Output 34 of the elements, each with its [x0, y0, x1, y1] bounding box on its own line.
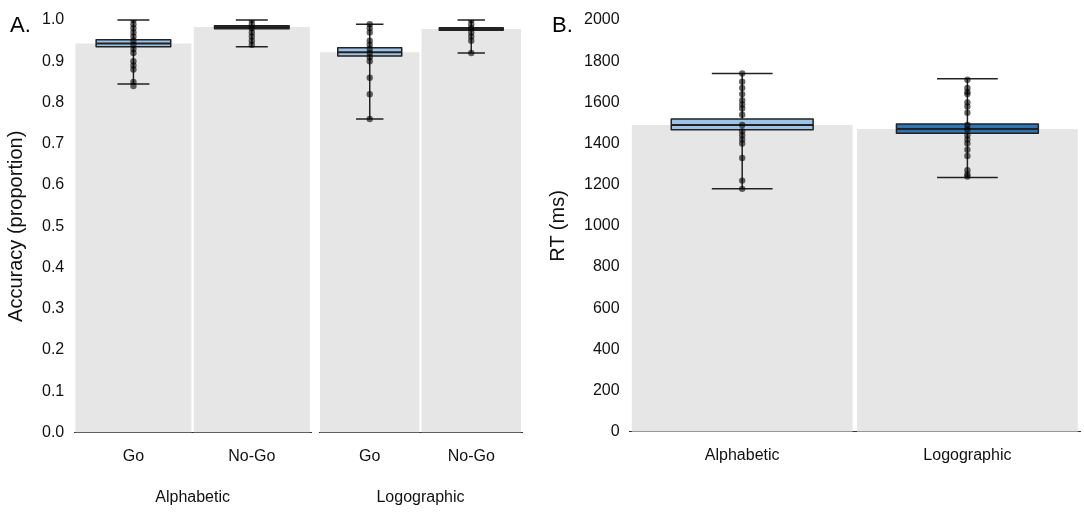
x-tick-label: Go [122, 446, 145, 464]
y-tick-label: 1000 [584, 216, 620, 234]
x-tick-label: Go [359, 446, 381, 464]
y-tick-label: 200 [592, 381, 620, 399]
y-tick-label: 0.3 [41, 299, 65, 317]
y-tick-label: 1400 [584, 133, 620, 151]
x-axis-title: Logographic [376, 487, 465, 505]
y-tick-label: 1600 [584, 92, 620, 110]
chart-title: B. [552, 12, 573, 38]
y-tick-label: 0.0 [41, 423, 65, 441]
y-axis-title: RT (ms) [545, 190, 568, 262]
x-axis-title: Alphabetic [155, 487, 230, 505]
y-tick-label: 0 [610, 422, 620, 440]
y-tick-label: 0.5 [41, 216, 65, 234]
y-tick-label: 1.0 [41, 10, 65, 28]
y-tick-label: 800 [592, 257, 620, 275]
x-tick-label: Alphabetic [704, 445, 780, 463]
chart-title: A. [10, 12, 31, 38]
y-axis-title: Accuracy (proportion) [3, 130, 26, 322]
x-tick-label: Logographic [923, 445, 1012, 463]
x-tick-label: No-Go [447, 446, 495, 464]
y-tick-label: 1800 [584, 51, 620, 69]
y-tick-label: 0.7 [41, 134, 65, 152]
y-tick-label: 0.1 [41, 381, 65, 399]
y-tick-label: 400 [592, 339, 620, 357]
y-tick-label: 2000 [584, 10, 620, 28]
y-tick-label: 600 [592, 298, 620, 316]
y-tick-label: 0.4 [41, 257, 65, 275]
x-tick-label: No-Go [228, 446, 276, 464]
y-tick-label: 0.2 [41, 340, 65, 358]
y-tick-label: 0.8 [41, 92, 65, 110]
y-tick-label: 0.9 [41, 51, 65, 69]
y-tick-label: 0.6 [41, 175, 65, 193]
y-tick-label: 1200 [584, 175, 620, 193]
